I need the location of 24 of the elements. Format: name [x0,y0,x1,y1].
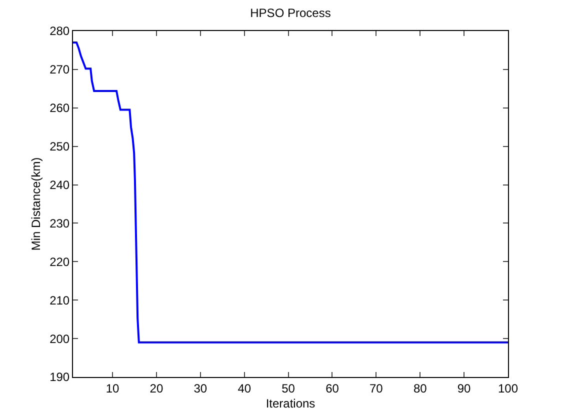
x-tick-label: 100 [498,381,518,396]
y-tick-label: 220 [50,254,70,269]
x-tick-label: 40 [238,381,252,396]
y-tick-label: 270 [50,62,70,77]
y-tick-label: 210 [50,293,70,308]
x-tick-label: 10 [106,381,120,396]
x-tick-label: 30 [194,381,208,396]
chart-title: HPSO Process [250,6,331,20]
y-tick-label: 230 [50,216,70,230]
x-tick-label: 70 [370,381,384,396]
x-tick-label: 80 [413,381,428,396]
x-axis-title: Iterations [266,396,316,410]
line-series [73,42,508,344]
y-tick-label: 280 [50,24,70,38]
y-tick-label: 200 [50,332,70,346]
x-tick-label: 50 [282,381,296,396]
y-tick-label: 260 [50,101,70,116]
y-tick-label: 190 [50,370,70,384]
x-tick-label: 20 [150,381,164,396]
x-tick-label: 90 [457,381,472,396]
x-tick-label: 60 [326,381,340,396]
y-tick-label: 240 [50,178,70,192]
y-axis-title: Min Distance(km) [28,157,43,251]
y-tick-label: 250 [50,140,70,154]
